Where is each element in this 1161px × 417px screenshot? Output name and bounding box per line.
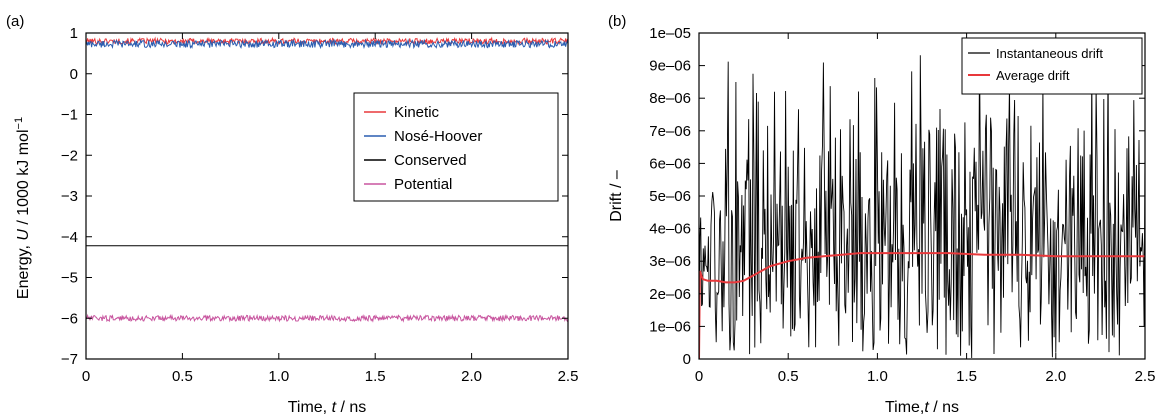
x-tick-label: 0.5	[172, 368, 193, 385]
series-group	[86, 36, 568, 323]
legend-label: Average drift	[996, 68, 1070, 83]
legend-box	[961, 37, 1143, 95]
y-tick-label: 3e–06	[649, 253, 691, 270]
y-tick-label: −6	[61, 310, 78, 327]
legend-label: Conserved	[394, 152, 467, 169]
panel-a: (a) 0 0.5 1.0 1.5 2.0 2.5 1 0 −1 −2 −3 −4 −5 −6 −7 Time,…	[6, 13, 578, 416]
y-tick-label: 1e–05	[649, 25, 691, 42]
y-tick-label: 2e–06	[649, 286, 691, 303]
y-tick-label: −5	[61, 270, 78, 287]
x-tick-label: 0.5	[778, 368, 799, 385]
y-tick-label: 9e–06	[649, 58, 691, 75]
y-tick-label: −7	[61, 351, 78, 368]
y-tick-label: 1	[70, 25, 78, 42]
x-tick-label: 2.0	[461, 368, 482, 385]
x-tick-label: 1.5	[956, 368, 977, 385]
y-tick-label: 0	[70, 66, 78, 83]
x-tick-label: 1.0	[268, 368, 289, 385]
panel-b: (b) 0 0.5 1.0 1.5 2.0 2.5 0 1e–06 2e–06 3e–06 4e–06…	[608, 13, 1155, 416]
series-line-average-drift	[699, 252, 1145, 359]
y-axis-label: Energy, U / 1000 kJ mol−1	[13, 117, 32, 299]
y-tick-label: −3	[61, 188, 78, 205]
x-tick-label: 0	[82, 368, 90, 385]
x-axis-label: Time,t / ns	[885, 399, 959, 416]
y-tick-label: 8e–06	[649, 90, 691, 107]
y-tick-label: −1	[61, 107, 78, 124]
series-line-nos-hoover	[86, 38, 568, 50]
y-tick-label: 6e–06	[649, 155, 691, 172]
x-tick-label: 2.5	[1135, 368, 1156, 385]
y-axis-label: Drift / –	[608, 170, 625, 222]
legend-label: Kinetic	[394, 104, 440, 121]
x-tick-label: 1.5	[365, 368, 386, 385]
y-tick-label: 4e–06	[649, 221, 691, 238]
x-tick-label: 2.0	[1045, 368, 1066, 385]
panel-label: (b)	[608, 13, 626, 30]
legend-label: Potential	[394, 176, 452, 193]
y-tick-label: 7e–06	[649, 123, 691, 140]
series-line-instantaneous-drift	[699, 45, 1145, 359]
legend-label: Instantaneous drift	[996, 46, 1103, 61]
legend-box	[353, 92, 559, 202]
legend-label: Nosé-Hoover	[394, 128, 482, 145]
y-tick-label: 0	[683, 351, 691, 368]
series-group	[699, 45, 1145, 359]
x-tick-label: 0	[695, 368, 703, 385]
series-line-potential	[86, 313, 568, 323]
panel-label: (a)	[6, 13, 24, 30]
series-line-kinetic	[86, 36, 568, 46]
y-tick-label: 1e–06	[649, 318, 691, 335]
y-tick-label: −2	[61, 147, 78, 164]
x-axis-label: Time, t / ns	[288, 399, 367, 416]
y-tick-label: 5e–06	[649, 188, 691, 205]
x-tick-label: 2.5	[558, 368, 579, 385]
y-tick-label: −4	[61, 229, 78, 246]
x-tick-label: 1.0	[867, 368, 888, 385]
